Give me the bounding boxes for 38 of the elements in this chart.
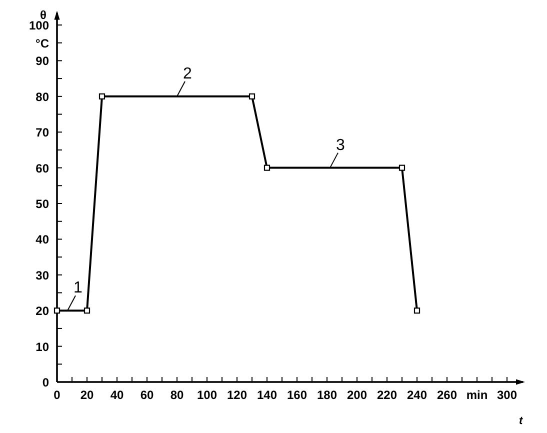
x-tick-label: 100 (196, 388, 218, 402)
x-tick-label: min (466, 388, 488, 402)
x-tick-label: 200 (346, 388, 368, 402)
x-tick-label: 300 (496, 388, 518, 402)
x-tick-label: 40 (110, 388, 124, 402)
y-tick-label: 80 (36, 90, 50, 104)
x-tick-label: 260 (436, 388, 458, 402)
y-tick-label: 70 (36, 126, 50, 140)
y-tick-label: 60 (36, 161, 50, 176)
point (54, 308, 60, 314)
annotation: 1 (74, 280, 82, 297)
x-tick-label: 120 (226, 388, 248, 402)
x-axis-title: t (519, 415, 524, 427)
x-tick-label: 80 (170, 388, 184, 402)
x-tick-label: 220 (376, 388, 398, 402)
x-tick-label: 160 (286, 388, 308, 402)
y-tick-label: °C (36, 36, 50, 50)
x-tick-label: 60 (140, 388, 154, 402)
y-tick-label: 90 (36, 54, 50, 68)
y-tick-label: 20 (36, 304, 50, 318)
point (414, 308, 420, 314)
y-tick-label: 50 (36, 197, 50, 211)
x-tick-label: 240 (406, 388, 428, 402)
point (264, 164, 270, 171)
y-tick-label: 40 (36, 232, 50, 247)
y-tick-label: 10 (36, 340, 50, 354)
point (98, 93, 106, 100)
x-tick-label: 20 (80, 388, 94, 402)
x-tick-label: 0 (54, 388, 61, 402)
y-tick-label: 30 (36, 268, 50, 282)
annotation: 3 (336, 136, 345, 154)
point (248, 93, 256, 100)
point (398, 164, 406, 171)
x-tick-label: 180 (316, 388, 338, 402)
y-tick-label: 0 (42, 376, 50, 390)
x-tick-label: 140 (256, 388, 278, 402)
annotation: 2 (183, 65, 192, 82)
point (84, 308, 90, 314)
